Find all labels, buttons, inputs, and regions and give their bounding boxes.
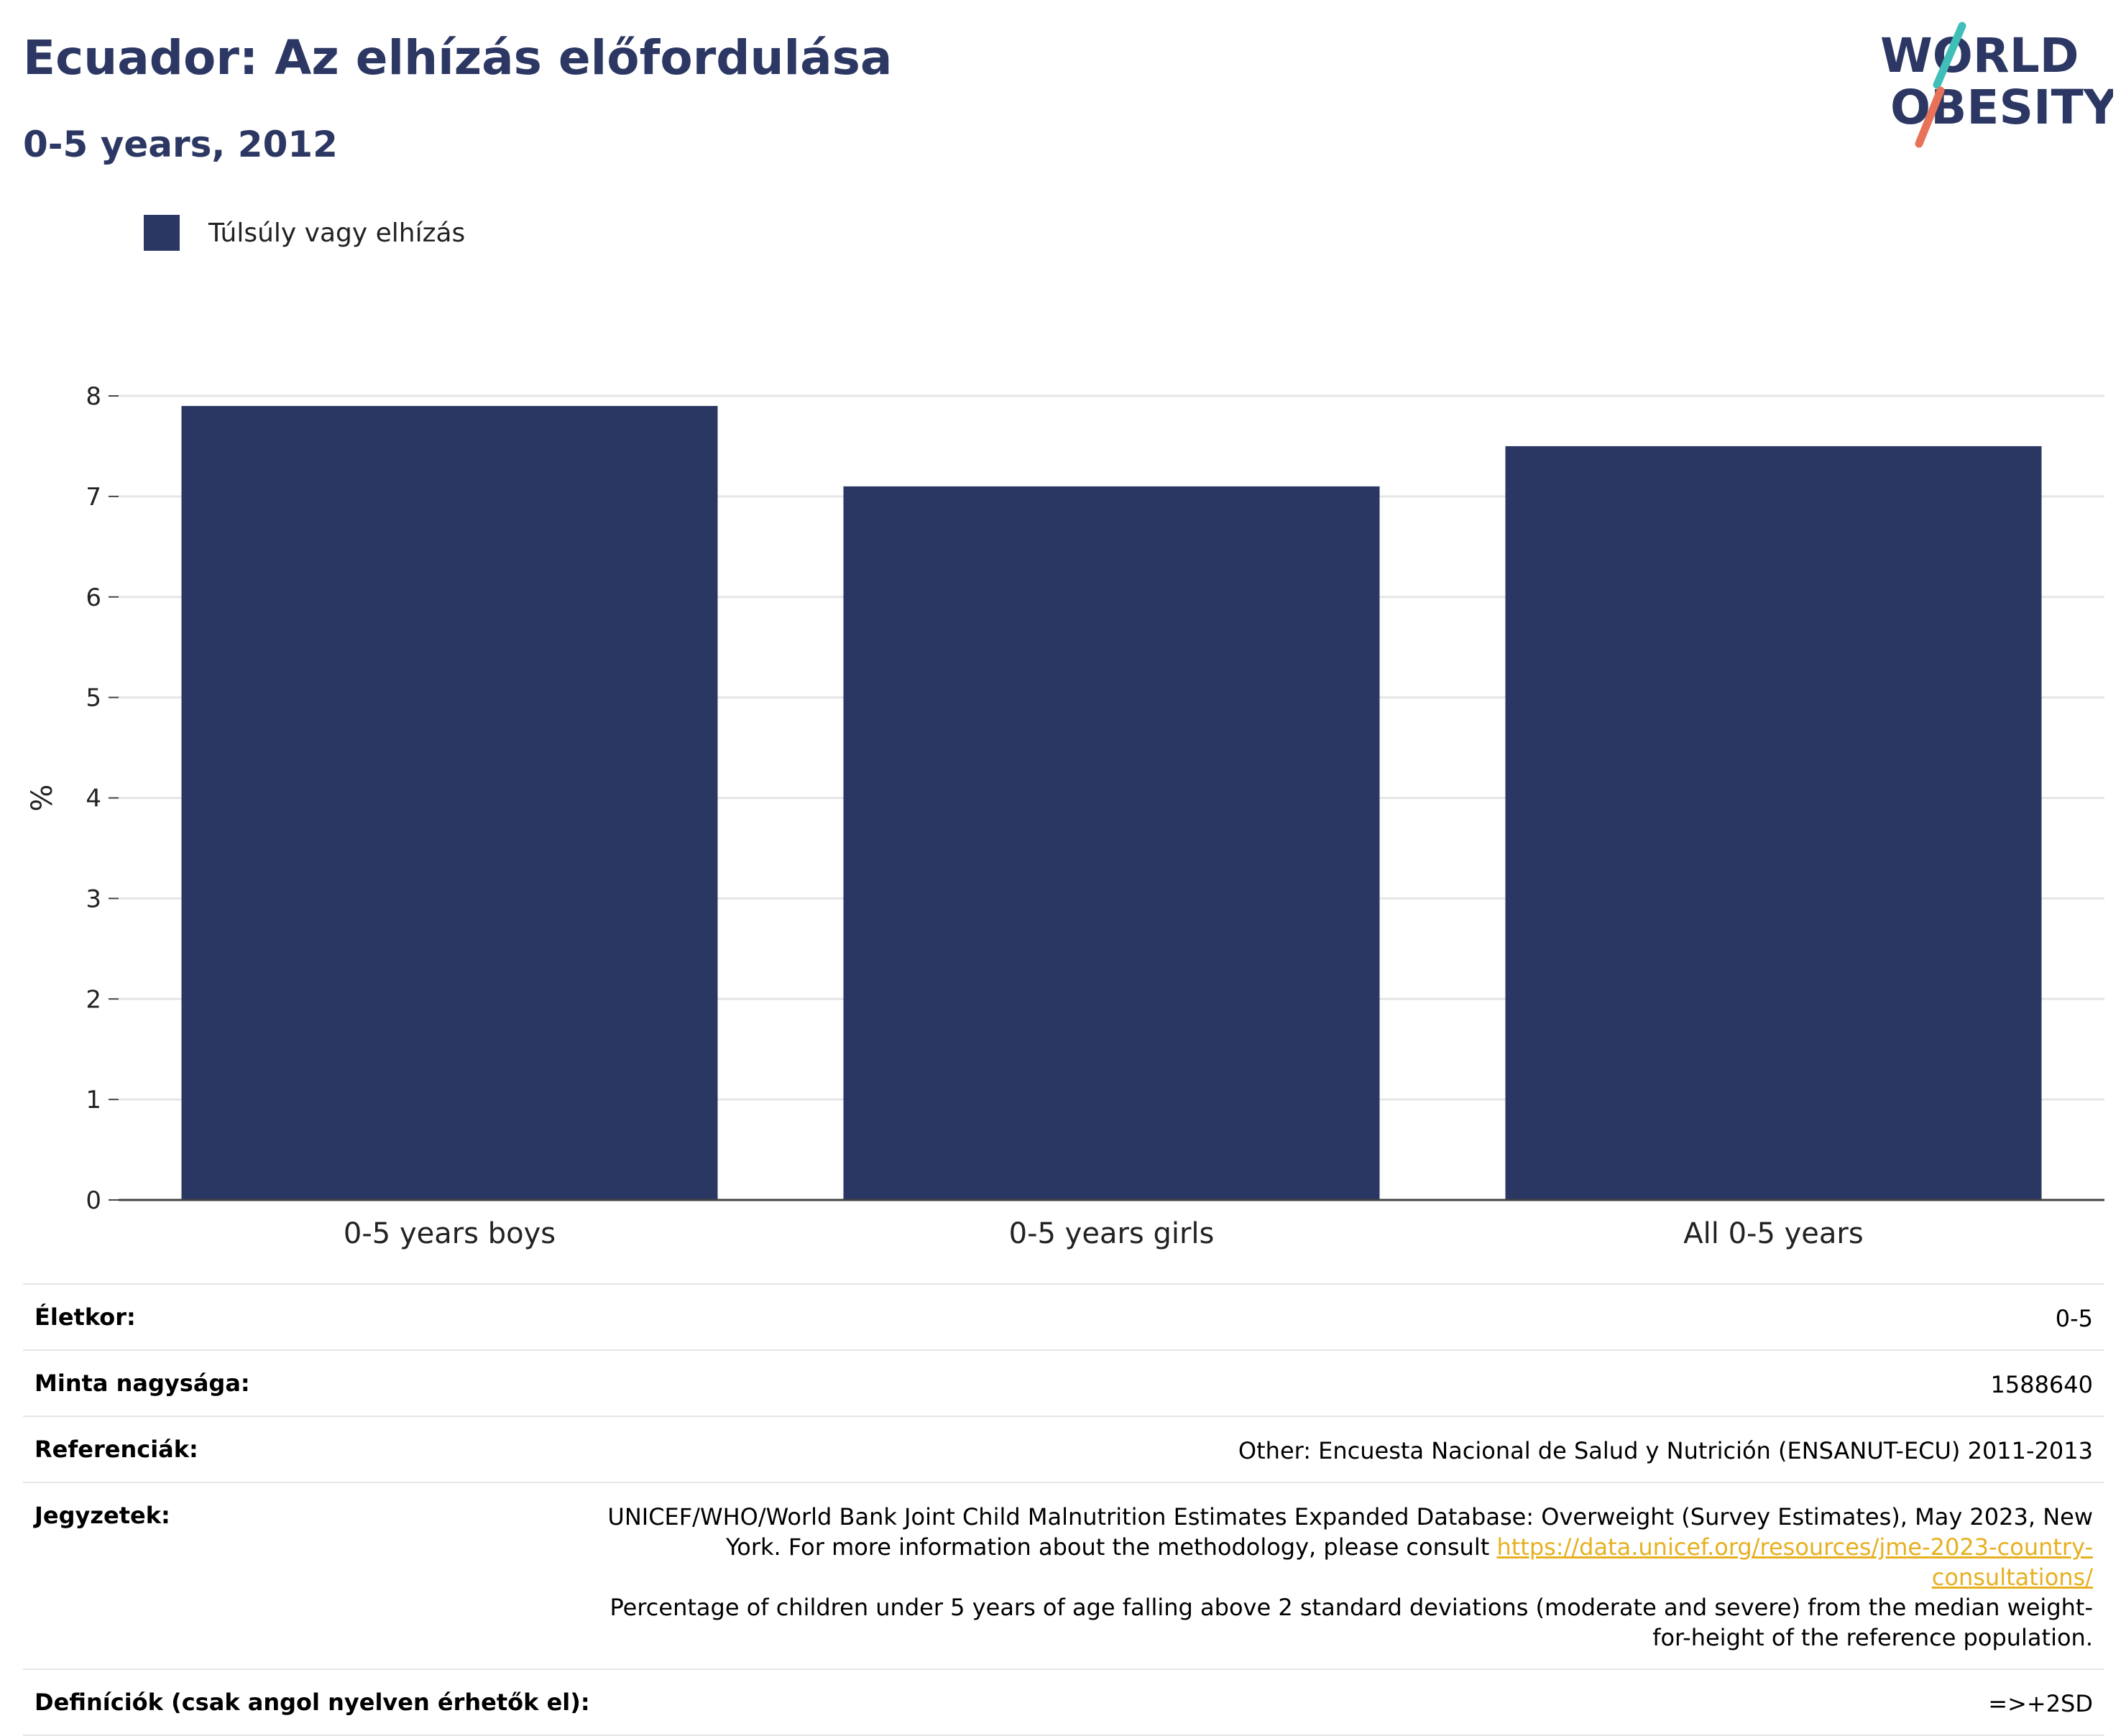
logo-line1: WORLD bbox=[1880, 28, 2079, 83]
y-tick-label-8: 8 bbox=[86, 382, 101, 411]
meta-row-references: Referenciák: Other: Encuesta Nacional de… bbox=[23, 1416, 2104, 1482]
notes-label: Jegyzetek: bbox=[34, 1502, 170, 1529]
world-obesity-logo: WORLD OBESITY bbox=[1880, 22, 2113, 148]
y-tick-label-1: 1 bbox=[86, 1086, 101, 1114]
meta-row-definitions: Definíciók (csak angol nyelven érhetők e… bbox=[23, 1668, 2104, 1736]
bar-0 bbox=[181, 405, 718, 1200]
references-value: Other: Encuesta Nacional de Salud y Nutr… bbox=[1238, 1437, 2093, 1464]
age-value: 0-5 bbox=[2055, 1305, 2093, 1332]
notes-text-2: Percentage of children under 5 years of … bbox=[609, 1594, 2094, 1651]
y-tick-label-2: 2 bbox=[86, 985, 101, 1014]
notes-value: UNICEF/WHO/World Bank Joint Child Malnut… bbox=[598, 1502, 2093, 1653]
metadata-table: Életkor: 0-5 Minta nagysága: 1588640 Ref… bbox=[23, 1283, 2104, 1736]
meta-row-notes: Jegyzetek: UNICEF/WHO/World Bank Joint C… bbox=[23, 1482, 2104, 1668]
definitions-value: =>+2SD bbox=[1988, 1690, 2093, 1717]
axes: 0 1 2 3 4 5 6 7 8 0-5 years boys 0-5 years girls Al… bbox=[26, 382, 2104, 1250]
bar-1 bbox=[843, 486, 1380, 1200]
bar-chart: 0 1 2 3 4 5 6 7 8 0-5 years boys 0-5 years girls Al… bbox=[26, 382, 2104, 1250]
y-tick-label-4: 4 bbox=[86, 785, 101, 813]
x-tick-label-2: All 0-5 years bbox=[1683, 1217, 1863, 1250]
references-label: Referenciák: bbox=[34, 1436, 198, 1463]
bars bbox=[181, 405, 2042, 1200]
y-tick-label-6: 6 bbox=[86, 583, 101, 612]
legend-swatch bbox=[144, 215, 180, 251]
legend: Túlsúly vagy elhízás bbox=[144, 213, 465, 253]
notes-link[interactable]: https://data.unicef.org/resources/jme-20… bbox=[1496, 1533, 2093, 1591]
definitions-label: Definíciók (csak angol nyelven érhetők e… bbox=[34, 1689, 590, 1716]
notes-text-1: UNICEF/WHO/World Bank Joint Child Malnut… bbox=[607, 1503, 2093, 1561]
y-tick-label-7: 7 bbox=[86, 483, 101, 512]
x-tick-label-1: 0-5 years girls bbox=[1009, 1217, 1215, 1250]
y-axis-label: % bbox=[26, 784, 59, 811]
logo-slash-top bbox=[1933, 22, 1966, 89]
x-tick-label-0: 0-5 years boys bbox=[344, 1217, 556, 1250]
chart-subtitle: 0-5 years, 2012 bbox=[23, 124, 338, 165]
logo-slash-bottom bbox=[1915, 86, 1945, 148]
sample-size-value: 1588640 bbox=[1990, 1371, 2093, 1398]
chart-title: Ecuador: Az elhízás előfordulása bbox=[23, 30, 893, 86]
y-tick-label-3: 3 bbox=[86, 885, 101, 913]
age-label: Életkor: bbox=[34, 1303, 136, 1331]
y-tick-label-0: 0 bbox=[86, 1186, 101, 1215]
meta-row-sample: Minta nagysága: 1588640 bbox=[23, 1349, 2104, 1416]
meta-row-age: Életkor: 0-5 bbox=[23, 1283, 2104, 1349]
legend-label: Túlsúly vagy elhízás bbox=[208, 218, 466, 248]
sample-size-label: Minta nagysága: bbox=[34, 1370, 250, 1397]
bar-2 bbox=[1505, 445, 2042, 1200]
y-tick-label-5: 5 bbox=[86, 684, 101, 713]
